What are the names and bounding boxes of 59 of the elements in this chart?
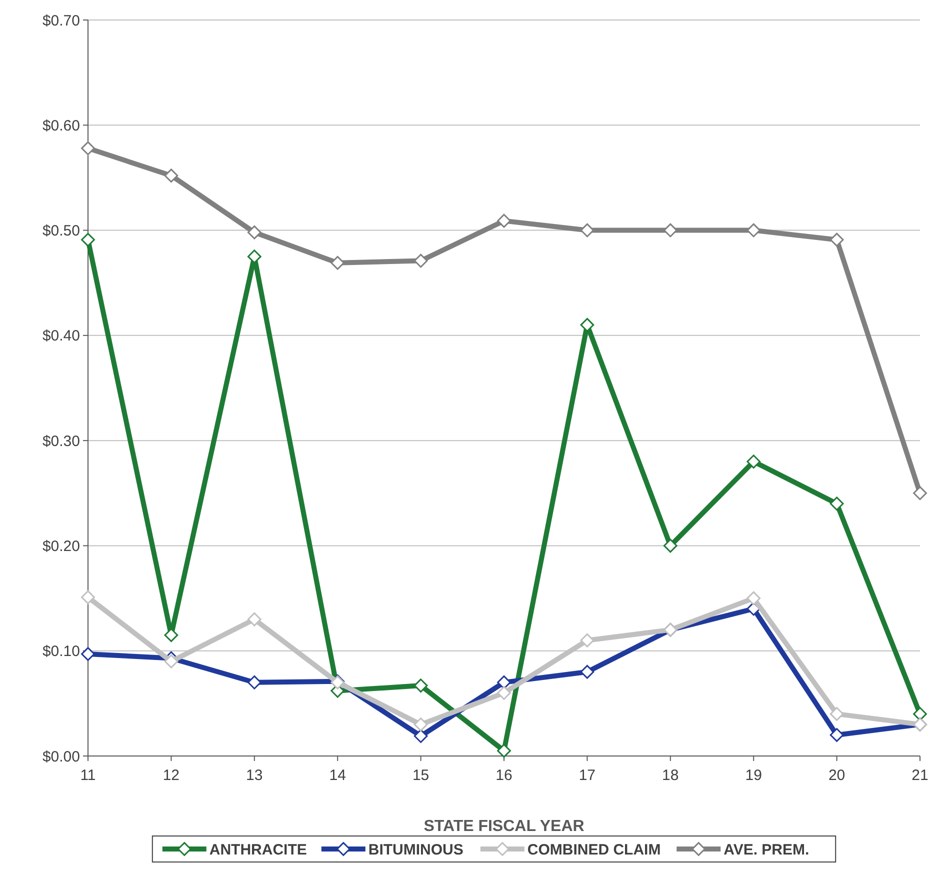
legend-label: AVE. PREM. xyxy=(724,841,810,858)
point xyxy=(663,538,678,553)
point xyxy=(663,223,678,238)
point xyxy=(164,628,178,642)
y-tick-label: $0.30 xyxy=(42,432,80,450)
legend-label: BITUMINOUS xyxy=(368,841,464,858)
point xyxy=(414,254,428,268)
point xyxy=(164,168,178,183)
point xyxy=(247,675,262,690)
point xyxy=(414,678,428,693)
x-axis-title: STATE FISCAL YEAR xyxy=(424,818,585,835)
y-tick-label: $0.40 xyxy=(42,328,80,345)
point xyxy=(913,706,927,721)
x-tick-label: 13 xyxy=(246,767,263,784)
point xyxy=(830,728,844,742)
point xyxy=(81,647,95,661)
point xyxy=(830,232,844,247)
point xyxy=(830,496,844,511)
x-tick-label: 18 xyxy=(662,767,679,784)
legend-label: ANTHRACITE xyxy=(209,841,307,858)
point xyxy=(81,590,95,604)
point xyxy=(746,591,761,606)
point xyxy=(746,223,761,238)
point xyxy=(247,612,262,626)
x-tick-label: 11 xyxy=(80,767,96,784)
x-tick-label: 17 xyxy=(578,767,596,784)
x-tick-label: 16 xyxy=(496,767,512,784)
point xyxy=(247,225,262,240)
point xyxy=(497,686,511,700)
y-tick-label: $0.70 xyxy=(42,12,80,30)
point xyxy=(330,256,345,270)
point xyxy=(830,706,844,721)
x-tick-label: 12 xyxy=(162,767,180,784)
y-tick-label: $0.00 xyxy=(42,748,80,766)
y-tick-label: $0.50 xyxy=(42,222,80,240)
point xyxy=(497,744,511,758)
x-tick-label: 21 xyxy=(912,767,928,784)
point xyxy=(497,214,511,228)
point xyxy=(164,654,178,668)
point xyxy=(580,633,594,648)
y-tick-label: $0.60 xyxy=(42,117,80,134)
x-tick-label: 14 xyxy=(329,767,346,784)
point xyxy=(746,454,761,469)
x-tick-label: 19 xyxy=(745,767,762,784)
point xyxy=(81,141,95,156)
x-tick-label: 15 xyxy=(412,767,430,784)
point xyxy=(580,223,594,238)
point xyxy=(497,675,511,690)
point xyxy=(580,318,594,332)
x-tick-label: 20 xyxy=(828,767,846,784)
point xyxy=(247,250,262,264)
point xyxy=(580,664,594,679)
point xyxy=(81,232,95,247)
y-tick-label: $0.20 xyxy=(42,538,80,555)
legend-label: COMBINED CLAIM xyxy=(527,841,661,858)
y-tick-label: $0.10 xyxy=(42,643,80,660)
point xyxy=(414,718,428,732)
point xyxy=(913,486,927,500)
point xyxy=(414,729,428,743)
